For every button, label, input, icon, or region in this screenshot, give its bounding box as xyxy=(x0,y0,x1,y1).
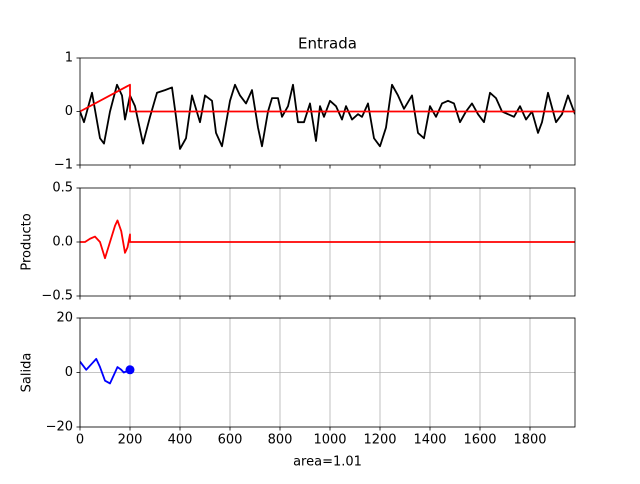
x-tick-label: 600 xyxy=(218,433,243,448)
y-tick-label: 0.0 xyxy=(52,235,73,250)
y-tick-label: 0.5 xyxy=(52,181,73,196)
x-tick-label: 800 xyxy=(268,433,293,448)
y-tick-label: 0 xyxy=(65,104,73,119)
x-tick-label: 1200 xyxy=(363,433,396,448)
y-tick-label: −20 xyxy=(46,420,73,435)
x-tick-label: 0 xyxy=(76,433,84,448)
y-axis-label: Salida xyxy=(20,353,35,393)
y-tick-label: 0 xyxy=(65,365,73,380)
x-tick-label: 1600 xyxy=(463,433,496,448)
end-marker xyxy=(125,365,135,375)
chart-title: Entrada xyxy=(298,35,357,53)
y-tick-label: −0.5 xyxy=(41,289,73,304)
x-tick-label: 1800 xyxy=(513,433,546,448)
x-tick-label: 1000 xyxy=(313,433,346,448)
series-line xyxy=(80,219,575,260)
panel: 0 200 400 600 800 1000 1200 1400 1600 1800−20020S… xyxy=(20,311,576,470)
axes-frame xyxy=(79,187,576,297)
y-tick-label: 1 xyxy=(65,51,73,66)
series-line xyxy=(80,357,131,385)
x-tick-label: 1400 xyxy=(413,433,446,448)
y-tick-label: −1 xyxy=(54,158,73,173)
panel: −1 0 1 Entrada xyxy=(54,35,576,173)
series-line xyxy=(80,83,575,113)
y-axis-label: Producto xyxy=(20,213,35,270)
x-axis-label: area=1.01 xyxy=(293,455,362,470)
axes-frame xyxy=(79,57,576,166)
x-tick-label: 400 xyxy=(168,433,193,448)
x-tick-label: 200 xyxy=(118,433,143,448)
panel: −0.5 0.0 0.5 Producto xyxy=(20,181,576,304)
axes-frame xyxy=(79,317,576,428)
y-tick-label: 20 xyxy=(56,311,73,326)
